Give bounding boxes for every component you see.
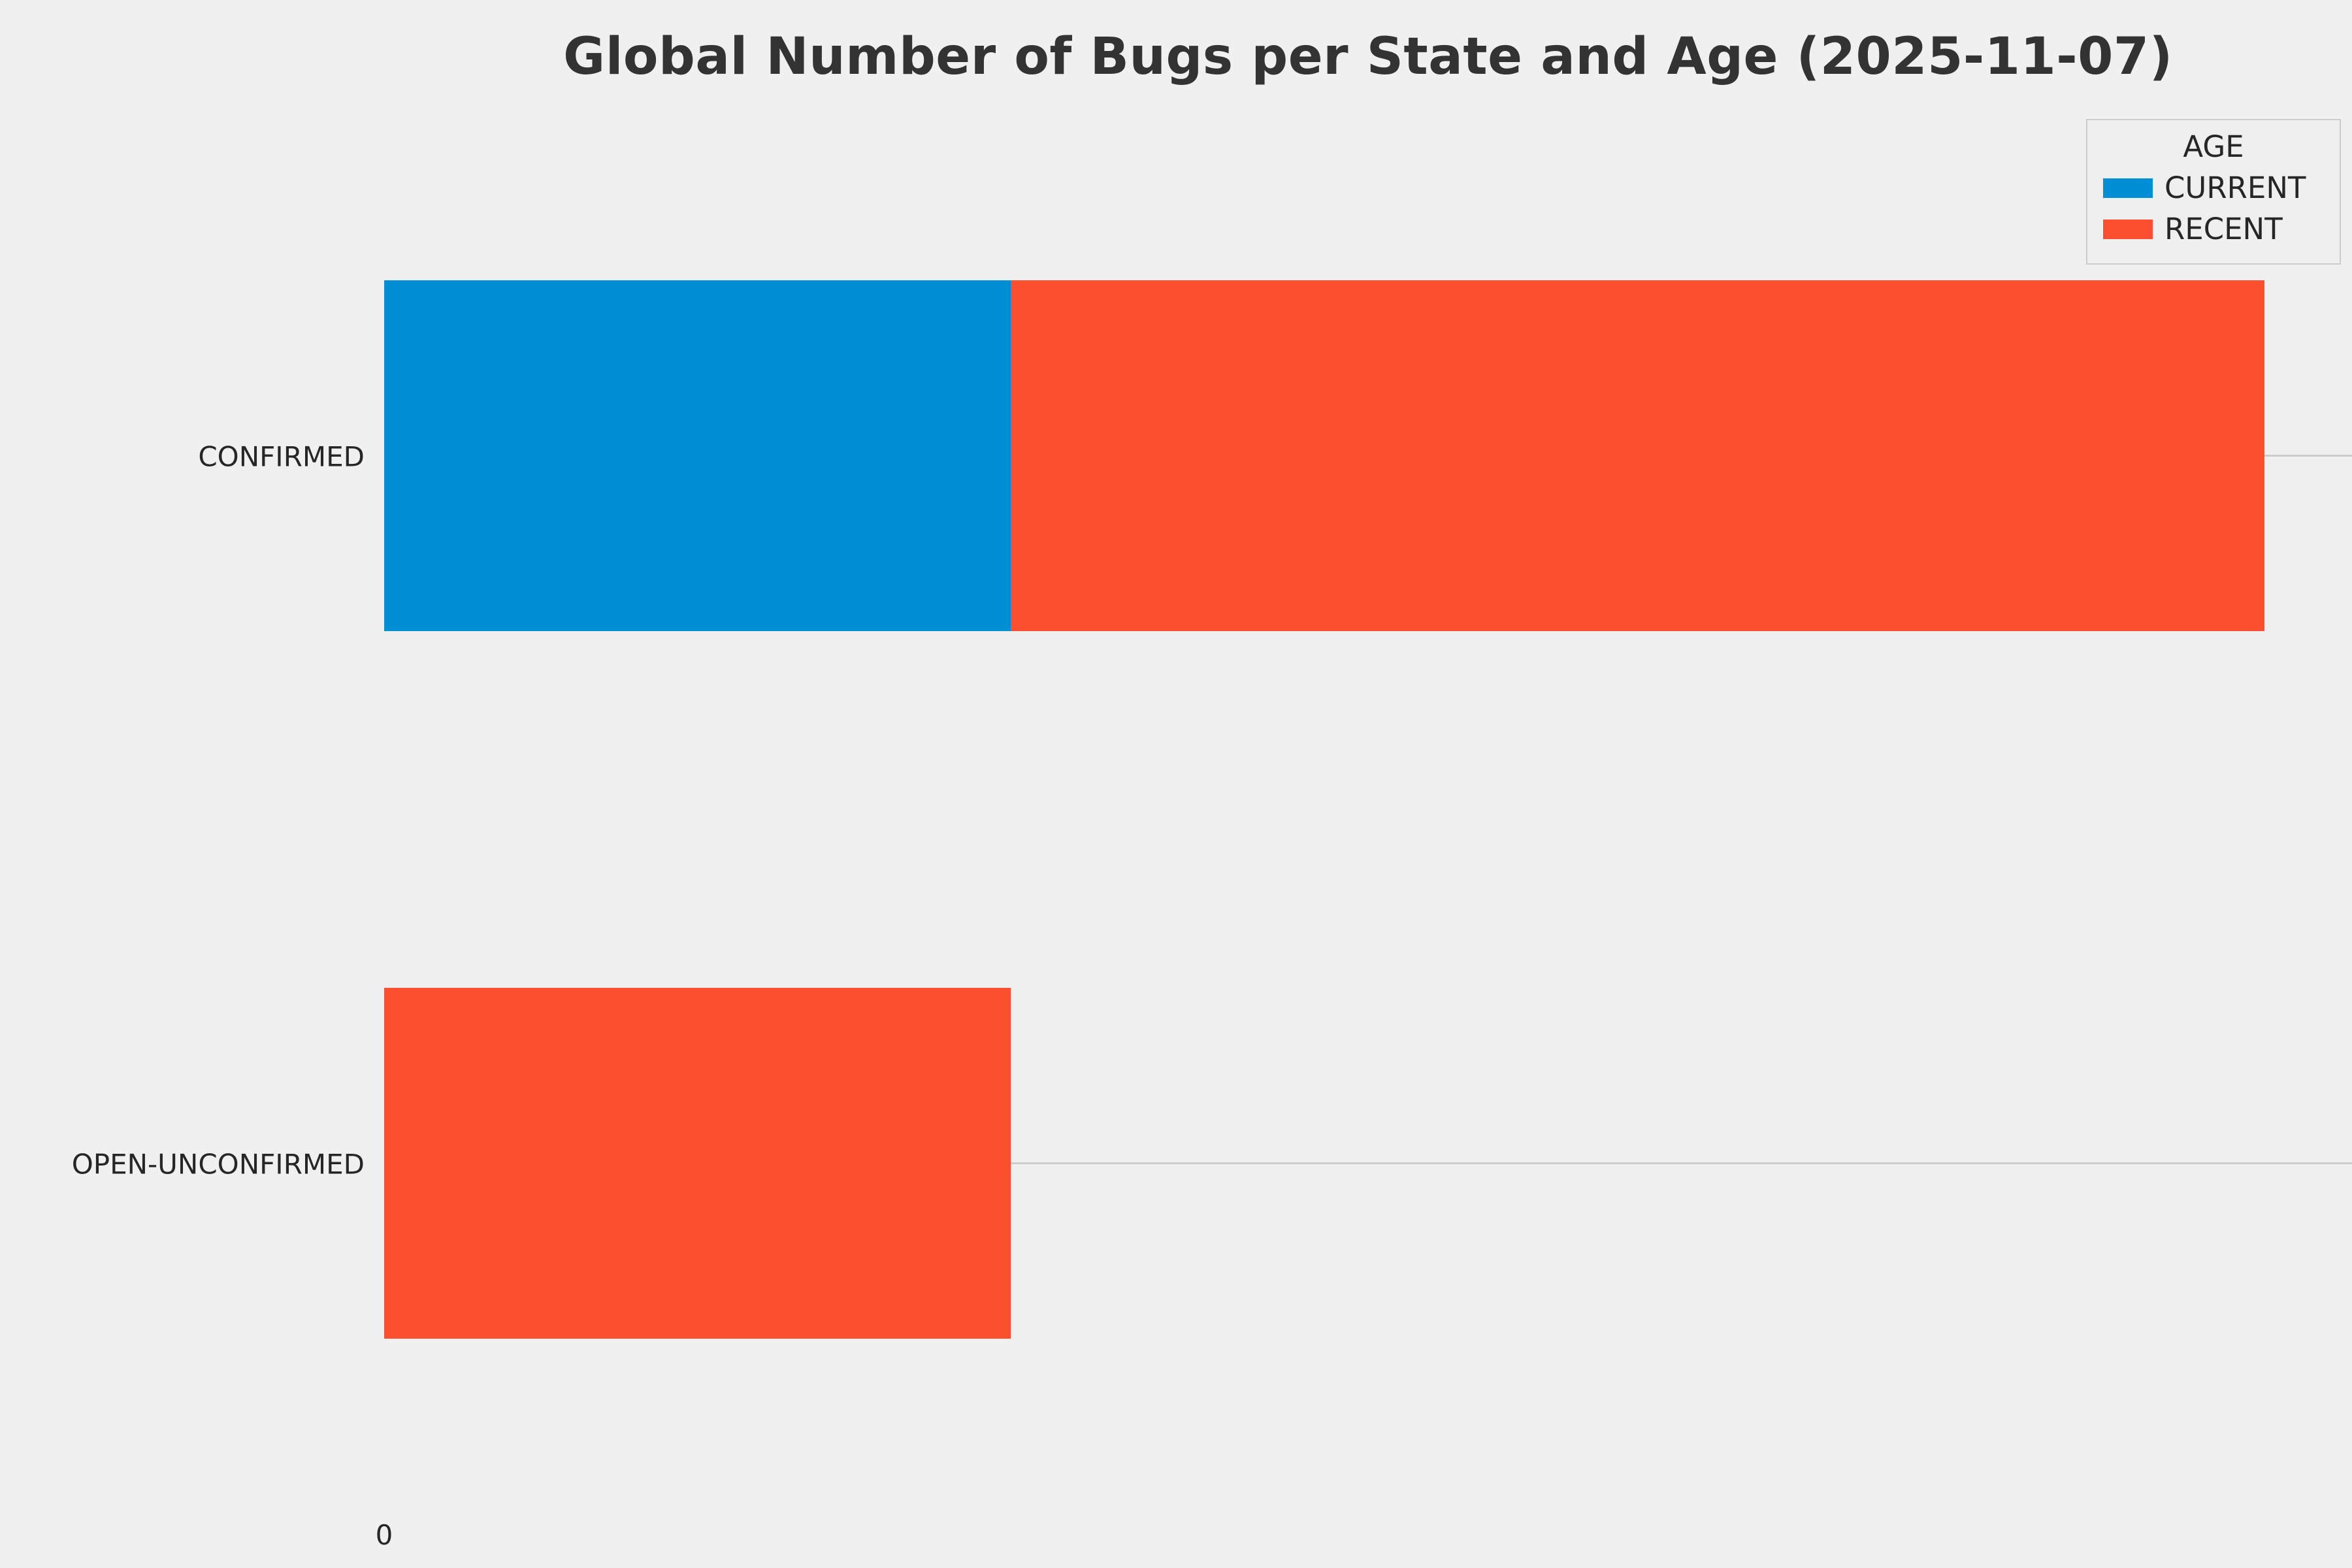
y-tick-label-confirmed: CONFIRMED bbox=[198, 440, 365, 473]
gridline-open-unconfirmed bbox=[384, 1162, 2352, 1164]
legend-label-current: CURRENT bbox=[2164, 171, 2306, 205]
bar-segment-recent bbox=[384, 988, 1011, 1339]
plot-area bbox=[384, 0, 2352, 1568]
legend: AGE CURRENT RECENT bbox=[2086, 119, 2341, 265]
chart-title: Global Number of Bugs per State and Age … bbox=[563, 27, 2173, 86]
x-tick-label-0: 0 bbox=[375, 1519, 393, 1551]
legend-swatch-recent-icon bbox=[2103, 219, 2153, 239]
bar-row-open-unconfirmed bbox=[384, 988, 2352, 1339]
legend-entry-current: CURRENT bbox=[2103, 171, 2328, 205]
legend-title: AGE bbox=[2183, 129, 2244, 164]
legend-entry-recent: RECENT bbox=[2103, 212, 2328, 246]
legend-label-recent: RECENT bbox=[2164, 212, 2283, 246]
bar-segment-current bbox=[384, 280, 1011, 631]
y-tick-label-open-unconfirmed: OPEN-UNCONFIRMED bbox=[71, 1148, 365, 1181]
bar-segment-recent bbox=[1011, 280, 2264, 631]
bar-row-confirmed bbox=[384, 280, 2352, 631]
legend-swatch-current-icon bbox=[2103, 178, 2153, 198]
